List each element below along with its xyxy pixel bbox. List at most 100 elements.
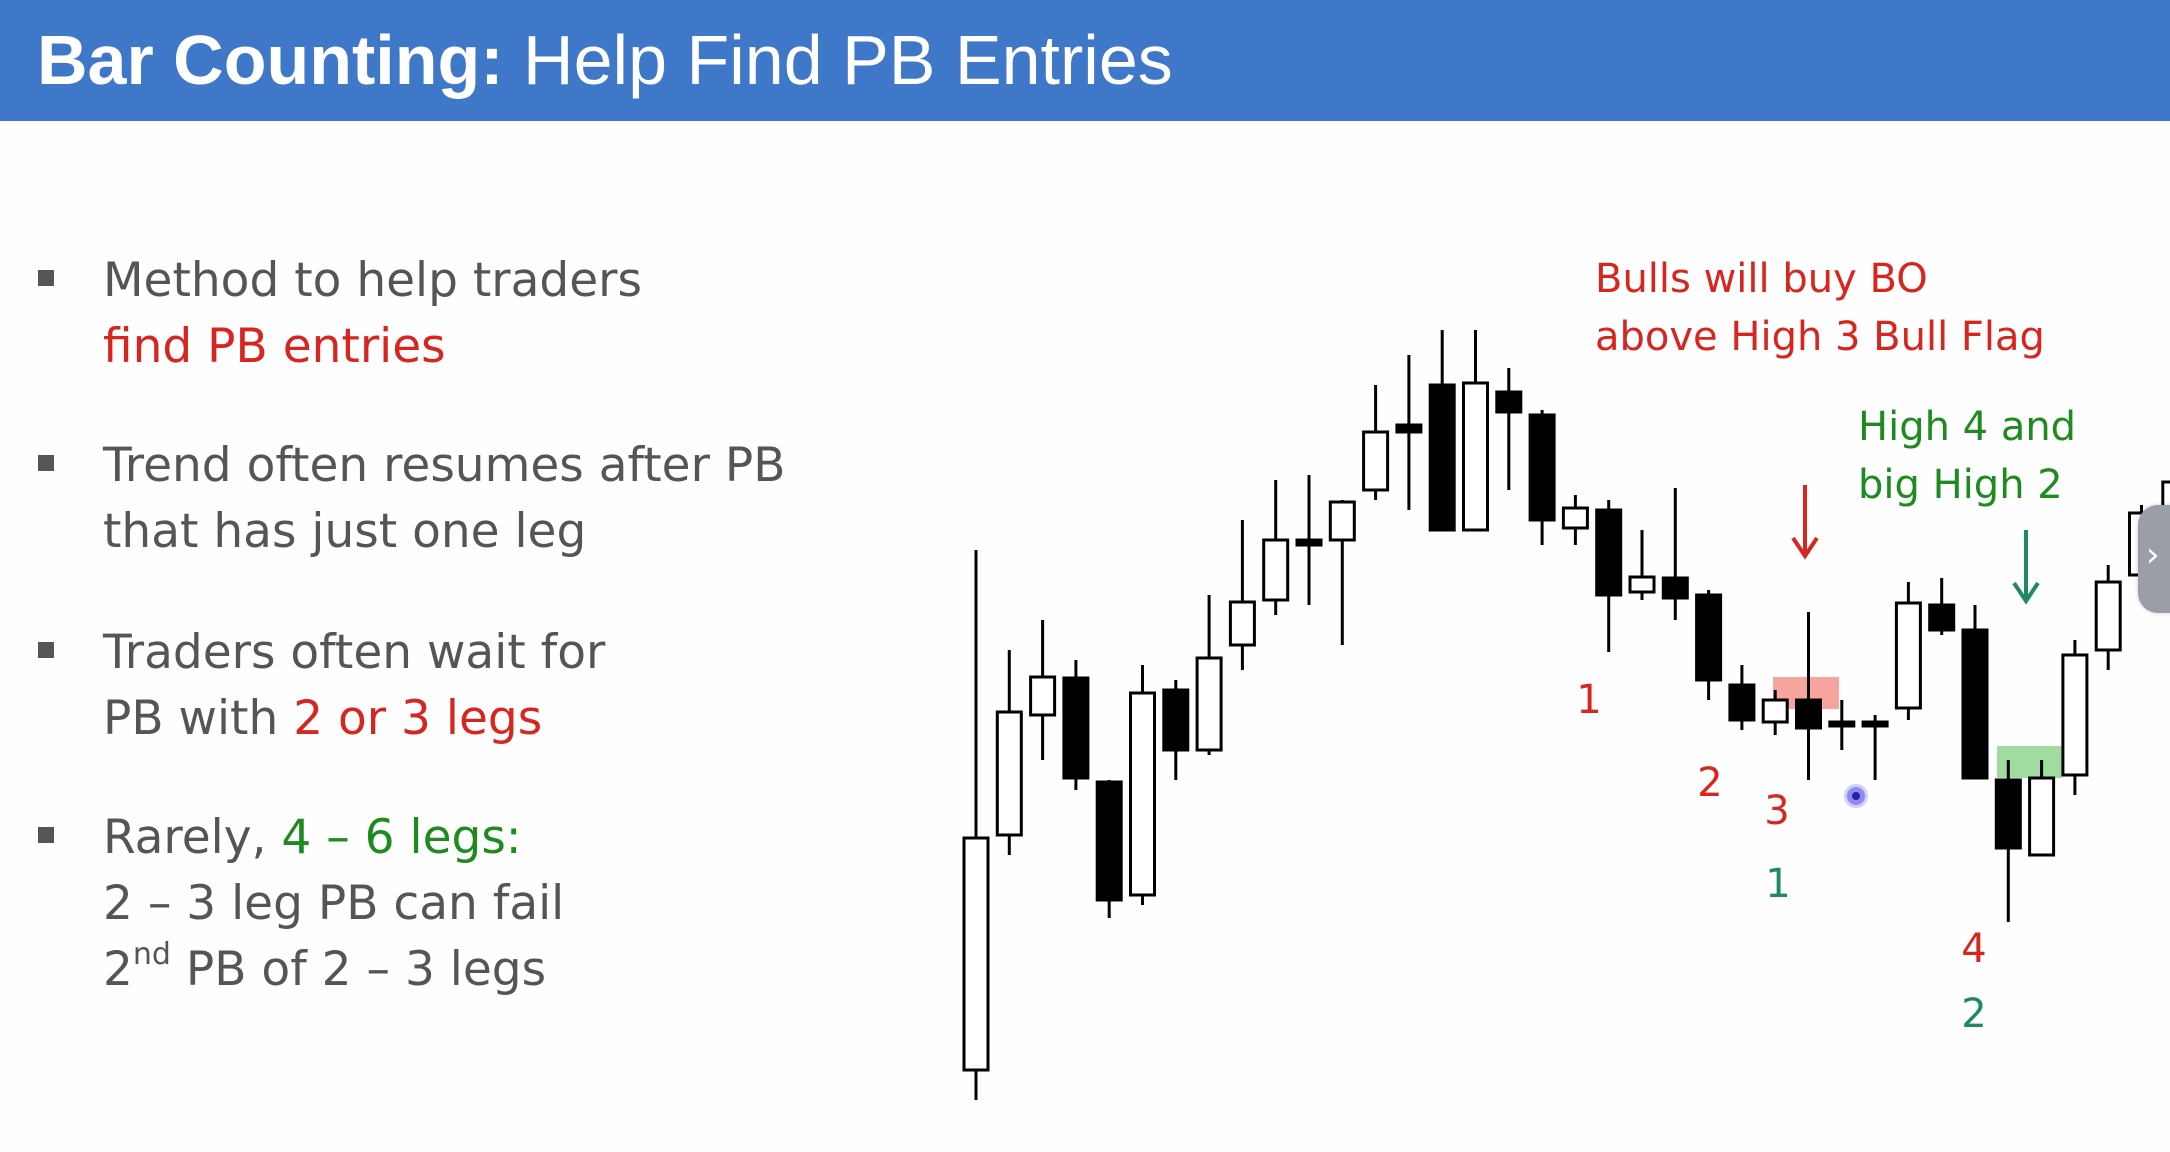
candle xyxy=(1362,385,1390,500)
bear-candle-body xyxy=(1695,593,1723,682)
bear-candle-body xyxy=(1828,720,1856,728)
note-line: big High 2 xyxy=(1858,462,2063,508)
bear-candle-body xyxy=(1661,576,1689,600)
bullet-text-line: Rarely, 4 – 6 legs: xyxy=(103,805,564,871)
bear-candle-body xyxy=(1528,413,1556,522)
bull-candle-body xyxy=(1362,430,1390,492)
candle xyxy=(1162,680,1190,780)
candle xyxy=(1495,368,1523,490)
bullet-square-icon xyxy=(38,827,54,843)
bullet-text-highlight: 4 – 6 legs: xyxy=(281,810,522,865)
candle xyxy=(1328,500,1356,645)
bull-candle-body xyxy=(2161,480,2170,510)
leg-count-4: 4 xyxy=(1961,926,1987,972)
candle xyxy=(1628,530,1656,600)
candle xyxy=(1428,330,1456,532)
bull-candle-body xyxy=(1195,656,1223,752)
bullet-text-prefix: PB with xyxy=(103,691,294,746)
bear-candle-body xyxy=(1295,538,1323,547)
bull-candle-body xyxy=(2061,653,2089,777)
high4-note: High 4 and big High 2 xyxy=(1858,398,2076,514)
bear-candle-body xyxy=(1861,720,1889,728)
bull-candle-body xyxy=(1628,575,1656,594)
ordinal-suffix: nd xyxy=(132,937,171,973)
leg-count-2b: 2 xyxy=(1961,991,1987,1037)
bull-candle-body xyxy=(1561,506,1589,530)
candle xyxy=(1928,578,1956,635)
bullet-text-highlight: find PB entries xyxy=(103,319,446,374)
bullet-text-line: Trend often resumes after PB xyxy=(103,438,786,493)
candle xyxy=(1828,700,1856,750)
bullet-square-icon xyxy=(38,270,54,286)
bull-candle-body xyxy=(1262,538,1290,602)
candle xyxy=(1195,595,1223,755)
candle xyxy=(995,650,1023,855)
candle xyxy=(962,550,990,1100)
title-bar: Bar Counting: Help Find PB Entries xyxy=(0,0,2170,121)
bull-candle-body xyxy=(1129,691,1156,897)
bullet-text-line: Traders often wait for xyxy=(103,625,606,680)
bear-candle-body xyxy=(1961,628,1989,780)
bull-candle-body xyxy=(1894,601,1922,710)
candle xyxy=(1062,660,1090,790)
candle xyxy=(1761,690,1789,735)
bear-candle-body xyxy=(1728,683,1756,722)
bear-candle-body xyxy=(1595,508,1623,597)
candle xyxy=(1395,355,1423,510)
leg-count-1b: 1 xyxy=(1765,861,1791,907)
bull-candle-body xyxy=(962,836,990,1072)
note-line: Bulls will buy BO xyxy=(1595,256,1928,302)
bear-candle-body xyxy=(1162,688,1190,752)
down-arrow-icon xyxy=(1791,485,1819,560)
candle xyxy=(1528,410,1556,545)
bullet-square-icon xyxy=(38,455,54,471)
candle xyxy=(1961,605,1989,780)
note-line: High 4 and xyxy=(1858,404,2077,450)
chevron-right-icon: › xyxy=(2146,535,2160,575)
bear-candle-body xyxy=(1395,423,1423,434)
bullet-text-line: that has just one leg xyxy=(103,504,587,559)
candle xyxy=(1262,480,1290,615)
candle xyxy=(2161,480,2170,510)
candle xyxy=(1795,612,1822,780)
candle xyxy=(1295,475,1323,605)
bear-candle-body xyxy=(1994,778,2022,850)
title-rest: Help Find PB Entries xyxy=(503,21,1173,99)
bullet-text-highlight: 2 or 3 legs xyxy=(293,691,543,746)
bull-candle-body xyxy=(995,710,1023,837)
candle xyxy=(1894,582,1922,720)
candle xyxy=(2061,640,2089,795)
bullet-text-line: PB with 2 or 3 legs xyxy=(103,686,605,752)
candle xyxy=(2094,565,2122,670)
candle xyxy=(2028,760,2056,857)
bear-candle-body xyxy=(1795,698,1822,730)
bull-candle-body xyxy=(2028,776,2056,857)
note-line: above High 3 Bull Flag xyxy=(1595,314,2045,360)
pointer-cursor xyxy=(1847,787,1865,805)
down-arrow-icon xyxy=(2012,530,2040,605)
bear-candle-body xyxy=(1062,676,1090,780)
bear-candle-body xyxy=(1495,390,1523,414)
candle xyxy=(1728,665,1756,730)
bull-candle-body xyxy=(1761,698,1789,724)
bull-candle-body xyxy=(1328,500,1356,542)
candle xyxy=(1129,665,1156,905)
bullet-text-line: 2 – 3 leg PB can fail xyxy=(103,876,565,931)
slide-title: Bar Counting: Help Find PB Entries xyxy=(37,18,1173,102)
bullet-text-prefix: Rarely, xyxy=(103,810,282,865)
high2-entry-zone xyxy=(1997,746,2062,778)
bull-candle-body xyxy=(1029,675,1057,717)
next-slide-button[interactable]: › xyxy=(2138,505,2170,613)
bear-candle-body xyxy=(1428,383,1456,532)
candle xyxy=(1095,780,1123,918)
candle xyxy=(1661,488,1689,620)
bullet-square-icon xyxy=(38,642,54,658)
bear-candle-body xyxy=(1095,780,1123,902)
bull-candle-body xyxy=(2094,580,2122,652)
candle xyxy=(1861,715,1889,780)
candle xyxy=(1228,520,1256,670)
leg-count-3: 3 xyxy=(1764,788,1790,834)
bullet-text-line: 2nd PB of 2 – 3 legs xyxy=(103,937,564,1003)
leg-count-2: 2 xyxy=(1697,760,1723,806)
